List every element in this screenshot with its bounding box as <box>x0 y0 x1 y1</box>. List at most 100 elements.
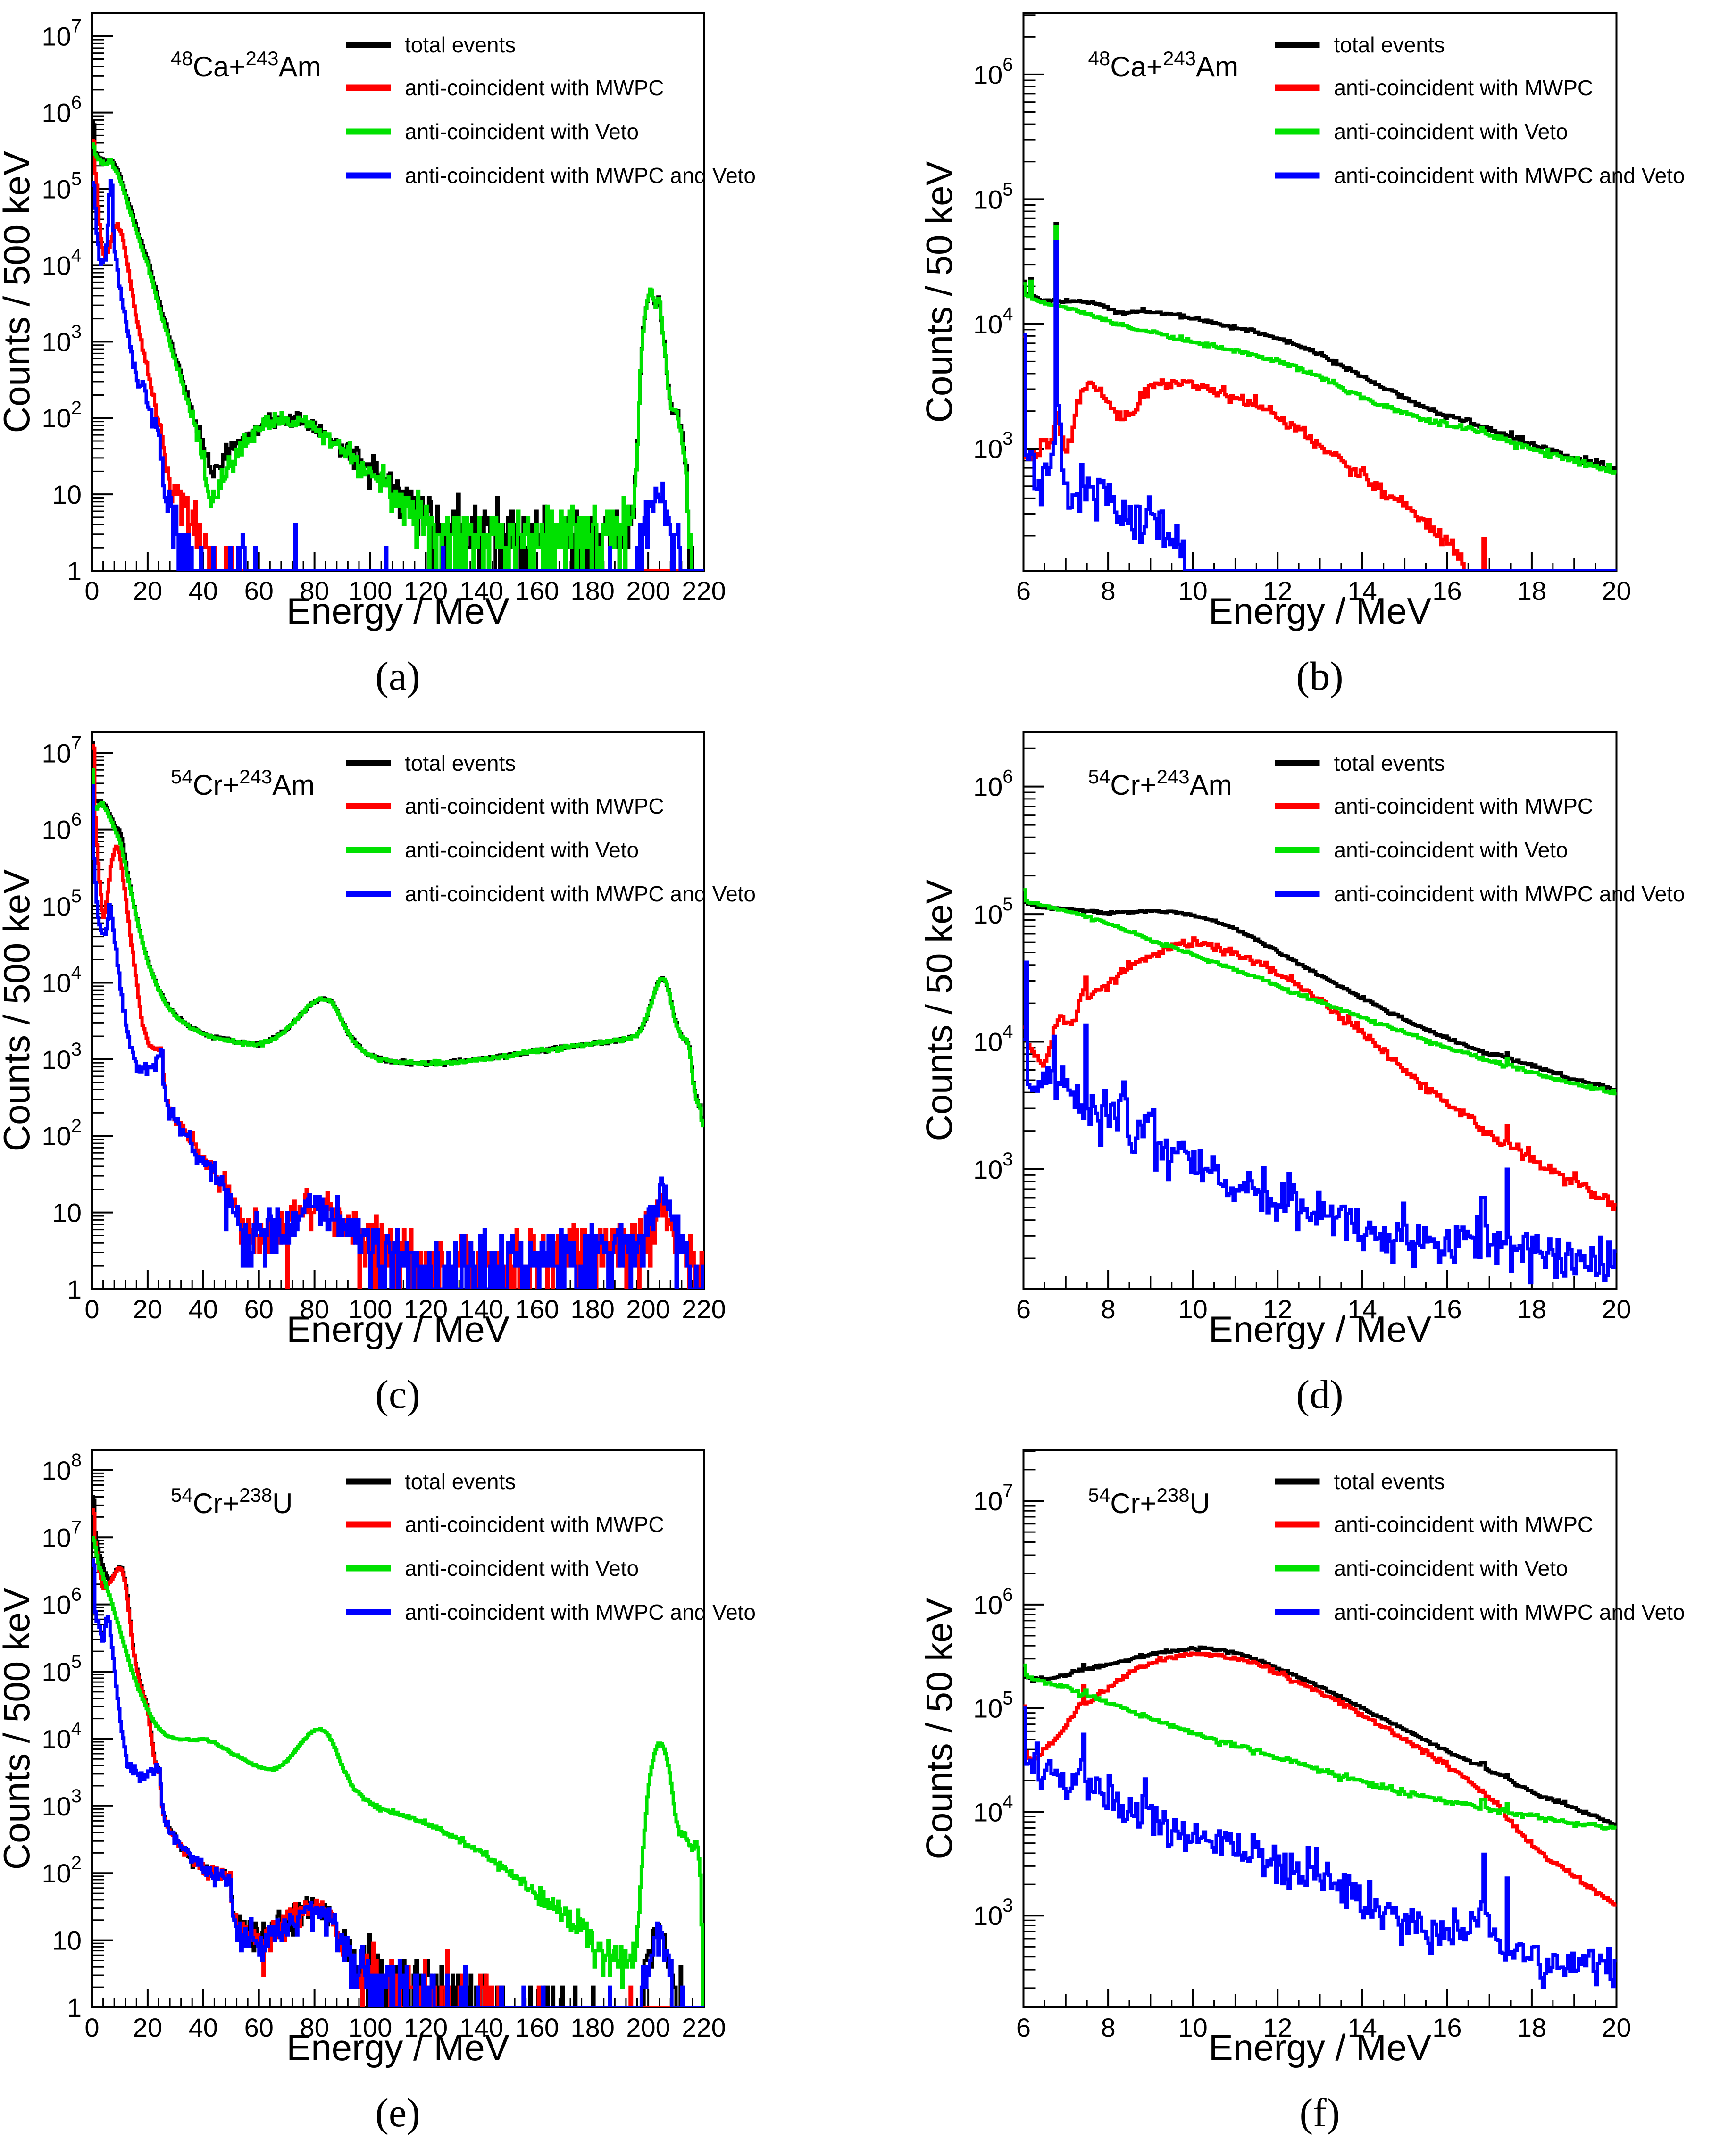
svg-text:20: 20 <box>1602 2013 1631 2042</box>
svg-text:14: 14 <box>1348 576 1377 606</box>
caption-b: (b) <box>1296 653 1343 699</box>
svg-text:40: 40 <box>189 576 218 606</box>
svg-text:anti-coincident with Veto: anti-coincident with Veto <box>405 838 639 862</box>
svg-text:anti-coincident with Veto: anti-coincident with Veto <box>405 119 639 144</box>
svg-text:106: 106 <box>42 92 82 128</box>
svg-text:102: 102 <box>42 1853 82 1888</box>
svg-text:106: 106 <box>42 1584 82 1620</box>
svg-text:Energy / MeV: Energy / MeV <box>1209 2027 1432 2068</box>
svg-text:107: 107 <box>42 733 82 768</box>
svg-text:Energy / MeV: Energy / MeV <box>286 2027 509 2068</box>
svg-text:120: 120 <box>404 2013 448 2042</box>
svg-text:0: 0 <box>84 2013 99 2042</box>
svg-text:anti-coincident with Veto: anti-coincident with Veto <box>405 1556 639 1581</box>
svg-text:54Cr+238U: 54Cr+238U <box>171 1484 293 1519</box>
svg-text:103: 103 <box>973 1149 1013 1184</box>
svg-text:20: 20 <box>133 1294 162 1324</box>
svg-text:16: 16 <box>1432 576 1461 606</box>
svg-text:103: 103 <box>42 1039 82 1074</box>
svg-text:1: 1 <box>67 556 82 586</box>
panel-b: 103 104 105 106 6 8 10 12 14 16 18 20 Energy / MeV Co… <box>856 0 1712 718</box>
svg-text:200: 200 <box>626 576 670 606</box>
svg-text:Energy / MeV: Energy / MeV <box>1209 1308 1432 1350</box>
svg-text:220: 220 <box>682 1294 726 1324</box>
svg-text:103: 103 <box>42 321 82 357</box>
svg-text:10: 10 <box>1178 2013 1207 2042</box>
svg-text:anti-coincident with Veto: anti-coincident with Veto <box>1334 119 1568 144</box>
svg-text:Energy / MeV: Energy / MeV <box>286 590 509 632</box>
svg-text:60: 60 <box>244 1294 274 1324</box>
caption-c: (c) <box>375 1372 420 1417</box>
svg-text:104: 104 <box>973 1791 1013 1827</box>
svg-text:anti-coincident with Veto: anti-coincident with Veto <box>1334 1556 1568 1581</box>
svg-text:anti-coincident with MWPC and: anti-coincident with MWPC and Veto <box>405 882 756 906</box>
svg-text:140: 140 <box>459 2013 503 2042</box>
svg-text:104: 104 <box>973 304 1013 339</box>
svg-text:6: 6 <box>1016 2013 1031 2042</box>
svg-text:140: 140 <box>459 576 503 606</box>
caption-e: (e) <box>375 2090 420 2135</box>
svg-text:anti-coincident with MWPC and: anti-coincident with MWPC and Veto <box>1334 1600 1685 1624</box>
svg-text:Counts / 500 keV: Counts / 500 keV <box>0 869 37 1151</box>
svg-text:1: 1 <box>67 1274 82 1304</box>
svg-text:102: 102 <box>42 398 82 433</box>
svg-text:anti-coincident with MWPC and: anti-coincident with MWPC and Veto <box>1334 882 1685 906</box>
chart-panel-f: 103 104 105 106 107 6 8 10 12 14 16 18 20 Energy / Me… <box>919 1449 1685 2135</box>
svg-text:Counts / 50 keV: Counts / 50 keV <box>919 880 960 1141</box>
svg-text:60: 60 <box>244 576 274 606</box>
svg-text:100: 100 <box>348 1294 392 1324</box>
svg-text:Counts / 500 keV: Counts / 500 keV <box>0 1588 37 1870</box>
svg-text:18: 18 <box>1517 576 1546 606</box>
panel-d: 103 104 105 106 6 8 10 12 14 16 18 20 Energy / MeV Co… <box>856 718 1712 1437</box>
svg-text:48Ca+243Am: 48Ca+243Am <box>171 47 321 83</box>
svg-text:40: 40 <box>189 1294 218 1324</box>
svg-text:total events: total events <box>1334 1469 1445 1494</box>
svg-text:8: 8 <box>1101 1294 1115 1324</box>
svg-text:80: 80 <box>300 1294 329 1324</box>
svg-text:103: 103 <box>973 428 1013 464</box>
panel-f: 103 104 105 106 107 6 8 10 12 14 16 18 20 Energy / Me… <box>856 1437 1712 2155</box>
svg-text:108: 108 <box>42 1450 82 1485</box>
svg-text:106: 106 <box>42 809 82 845</box>
svg-text:140: 140 <box>459 1294 503 1324</box>
svg-text:104: 104 <box>973 1022 1013 1057</box>
svg-text:60: 60 <box>244 2013 274 2042</box>
svg-text:0: 0 <box>84 576 99 606</box>
svg-text:anti-coincident with MWPC: anti-coincident with MWPC <box>405 75 664 100</box>
chart-panel-a: 1 10 102 103 104 105 106 107 0 20 40 60 80 100 120 140 1… <box>0 12 756 699</box>
svg-text:20: 20 <box>1602 1294 1631 1324</box>
svg-text:104: 104 <box>42 245 82 280</box>
svg-text:0: 0 <box>84 1294 99 1324</box>
svg-text:180: 180 <box>570 2013 614 2042</box>
chart-panel-b: 103 104 105 106 6 8 10 12 14 16 18 20 Energy / MeV Co… <box>919 12 1685 699</box>
svg-text:48Ca+243Am: 48Ca+243Am <box>1088 47 1239 83</box>
svg-text:16: 16 <box>1432 2013 1461 2042</box>
svg-text:6: 6 <box>1016 1294 1031 1324</box>
svg-text:10: 10 <box>52 1198 82 1228</box>
svg-text:14: 14 <box>1348 1294 1377 1324</box>
svg-text:200: 200 <box>626 2013 670 2042</box>
caption-d: (d) <box>1296 1372 1343 1417</box>
svg-text:10: 10 <box>1178 576 1207 606</box>
svg-text:100: 100 <box>348 576 392 606</box>
svg-text:160: 160 <box>515 1294 559 1324</box>
svg-text:105: 105 <box>42 1651 82 1687</box>
svg-text:Energy / MeV: Energy / MeV <box>286 1308 509 1350</box>
svg-text:54Cr+243Am: 54Cr+243Am <box>1088 766 1232 801</box>
svg-text:120: 120 <box>404 576 448 606</box>
svg-text:120: 120 <box>404 1294 448 1324</box>
svg-text:105: 105 <box>42 169 82 204</box>
svg-text:1: 1 <box>67 1993 82 2023</box>
svg-text:106: 106 <box>973 766 1013 802</box>
svg-text:16: 16 <box>1432 1294 1461 1324</box>
svg-text:12: 12 <box>1263 1294 1292 1324</box>
svg-text:107: 107 <box>42 16 82 51</box>
svg-text:80: 80 <box>300 2013 329 2042</box>
svg-text:180: 180 <box>570 576 614 606</box>
svg-text:total events: total events <box>405 751 516 775</box>
svg-text:8: 8 <box>1101 2013 1115 2042</box>
svg-text:54Cr+238U: 54Cr+238U <box>1088 1484 1211 1519</box>
svg-text:total events: total events <box>1334 751 1445 775</box>
svg-text:Counts / 50 keV: Counts / 50 keV <box>919 161 960 423</box>
svg-text:106: 106 <box>973 54 1013 90</box>
